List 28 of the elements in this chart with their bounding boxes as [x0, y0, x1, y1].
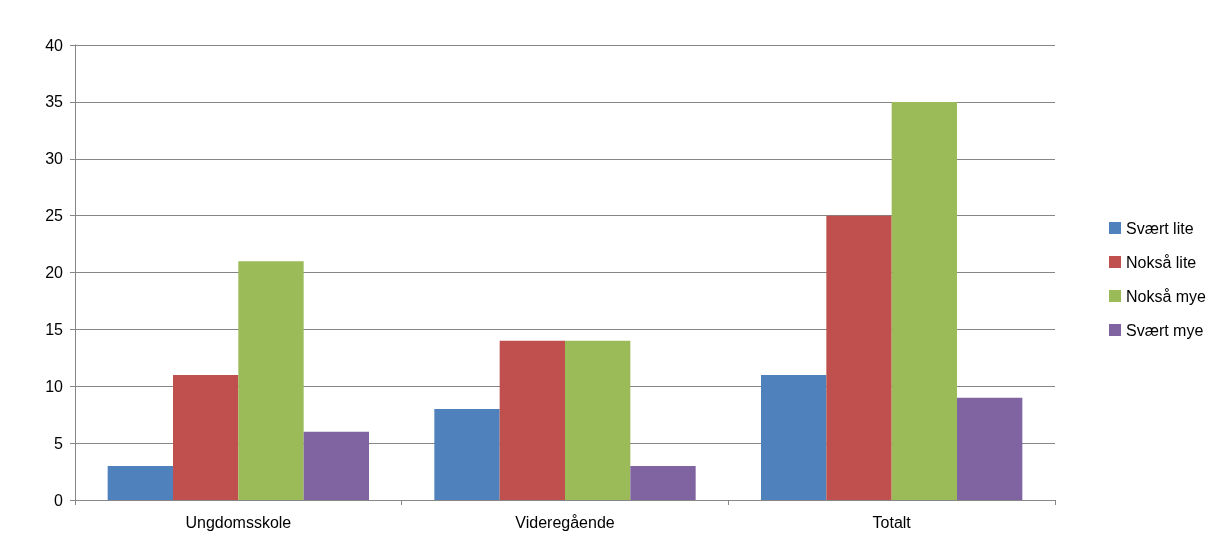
- bar: [630, 465, 696, 500]
- bar: [891, 101, 957, 500]
- y-tick-label: 15: [45, 320, 64, 338]
- bar: [499, 340, 565, 500]
- x-tick-label: Totalt: [872, 513, 912, 531]
- y-tick-label: 20: [45, 264, 64, 281]
- legend-label: Svært lite: [1125, 219, 1194, 237]
- bar: [173, 374, 239, 500]
- bar: [957, 397, 1023, 500]
- y-tick-label: 40: [45, 36, 64, 54]
- bar: [107, 465, 173, 500]
- bar: [303, 431, 369, 500]
- bar: [565, 340, 631, 500]
- legend-label: Nokså mye: [1125, 287, 1207, 305]
- y-tick-label: 30: [45, 150, 64, 168]
- legend-label: Nokså lite: [1125, 253, 1197, 271]
- y-tick-label: 10: [45, 377, 64, 395]
- x-tick-label: Videregående: [515, 513, 615, 531]
- bar: [238, 261, 304, 500]
- y-tick-label: 35: [45, 93, 64, 111]
- legend-label: Svært mye: [1125, 321, 1204, 339]
- bar: [434, 409, 500, 500]
- bar: [826, 215, 892, 500]
- y-tick-label: 5: [54, 434, 64, 452]
- bar: [761, 374, 827, 500]
- y-tick-label: 0: [54, 491, 64, 509]
- x-tick-label: Ungdomsskole: [185, 513, 292, 531]
- y-tick-label: 25: [45, 207, 64, 225]
